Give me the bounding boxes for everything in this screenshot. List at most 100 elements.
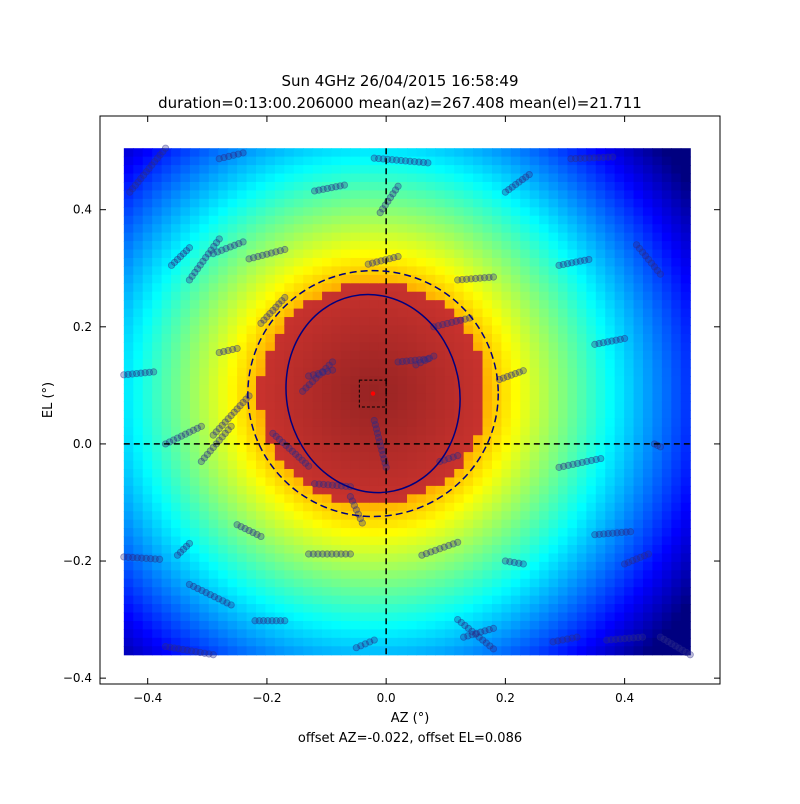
heatmap-cell xyxy=(237,570,248,580)
heatmap-cell xyxy=(199,173,210,183)
heatmap-cell xyxy=(510,612,521,622)
heatmap-cell xyxy=(558,224,569,234)
heatmap-cell xyxy=(548,435,559,445)
heatmap-cell xyxy=(133,536,144,546)
heatmap-cell xyxy=(180,435,191,445)
heatmap-cell xyxy=(642,578,654,588)
heatmap-cell xyxy=(661,604,672,614)
heatmap-cell xyxy=(463,494,474,504)
heatmap-cell xyxy=(171,511,182,521)
heatmap-cell xyxy=(284,173,295,183)
heatmap-cell xyxy=(642,409,654,419)
heatmap-cell xyxy=(407,544,418,555)
heatmap-cell xyxy=(435,435,446,445)
heatmap-cell xyxy=(265,257,276,267)
heatmap-cell xyxy=(576,317,587,327)
heatmap-cell xyxy=(605,426,616,436)
heatmap-cell xyxy=(416,308,427,318)
heatmap-cell xyxy=(133,502,144,512)
heatmap-cell xyxy=(642,249,654,259)
heatmap-cell xyxy=(548,570,559,580)
heatmap-cell xyxy=(189,274,200,284)
heatmap-cell xyxy=(227,274,238,284)
heatmap-cell xyxy=(454,274,465,284)
chart-title-line1: Sun 4GHz 26/04/2015 16:58:49 xyxy=(282,72,519,90)
heatmap-cell xyxy=(633,477,644,487)
heatmap-cell xyxy=(482,376,493,386)
heatmap-cell xyxy=(425,409,436,419)
heatmap-cell xyxy=(548,544,559,555)
heatmap-cell xyxy=(237,426,248,436)
heatmap-cell xyxy=(463,198,474,208)
heatmap-cell xyxy=(227,477,238,487)
heatmap-cell xyxy=(529,173,540,183)
heatmap-cell xyxy=(444,587,455,597)
heatmap-cell xyxy=(614,393,625,403)
heatmap-cell xyxy=(180,468,191,479)
scan-point xyxy=(309,377,317,386)
scan-point xyxy=(255,617,263,625)
scan-point xyxy=(207,246,215,254)
scan-point xyxy=(503,372,511,381)
heatmap-cell xyxy=(171,207,182,217)
heatmap-cell xyxy=(359,620,370,630)
heatmap-cell xyxy=(237,502,248,512)
heatmap-cell xyxy=(312,595,323,605)
heatmap-cell xyxy=(652,342,663,352)
scan-point xyxy=(332,550,341,558)
heatmap-cell xyxy=(350,426,361,436)
heatmap-cell xyxy=(501,468,512,479)
y-tick-label: 0.4 xyxy=(73,203,92,217)
heatmap-cell xyxy=(595,418,606,428)
heatmap-cell xyxy=(322,570,333,580)
heatmap-cell xyxy=(293,224,304,234)
heatmap-cell xyxy=(558,646,569,656)
heatmap-cell xyxy=(369,156,380,166)
heatmap-cell xyxy=(586,165,597,175)
heatmap-cell xyxy=(661,198,672,208)
heatmap-cell xyxy=(407,342,418,352)
scan-point xyxy=(675,644,683,652)
heatmap-cell xyxy=(605,224,616,234)
heatmap-cell xyxy=(520,266,531,276)
heatmap-cell xyxy=(199,443,210,453)
heatmap-cell xyxy=(548,224,559,234)
heatmap-cell xyxy=(378,511,389,521)
heatmap-cell xyxy=(624,528,635,538)
heatmap-cell xyxy=(407,156,418,166)
heatmap-cell xyxy=(642,333,654,343)
heatmap-cell xyxy=(425,393,436,403)
heatmap-cell xyxy=(397,536,408,546)
heatmap-cell xyxy=(199,393,210,403)
scan-point xyxy=(621,560,629,568)
heatmap-cell xyxy=(359,300,370,310)
scan-point xyxy=(398,357,406,366)
heatmap-cell xyxy=(180,409,191,419)
heatmap-cell xyxy=(350,333,361,343)
heatmap-cell xyxy=(463,308,474,318)
heatmap-cell xyxy=(595,350,606,360)
heatmap-cell xyxy=(255,266,267,276)
scan-point xyxy=(401,157,410,165)
heatmap-cell xyxy=(312,274,323,284)
scan-point xyxy=(386,193,395,202)
heatmap-cell xyxy=(510,181,521,192)
heatmap-cell xyxy=(491,257,503,267)
heatmap-cell xyxy=(463,604,474,614)
scan-point xyxy=(477,628,485,636)
heatmap-cell xyxy=(369,604,380,614)
heatmap-cell xyxy=(246,190,257,200)
heatmap-cell xyxy=(199,257,210,267)
heatmap-cell xyxy=(237,612,248,622)
heatmap-cell xyxy=(388,291,399,301)
scan-point xyxy=(318,550,327,558)
heatmap-cell xyxy=(265,435,276,445)
heatmap-cell xyxy=(576,384,587,394)
heatmap-cell xyxy=(142,274,153,284)
heatmap-cell xyxy=(482,384,493,394)
scan-point xyxy=(309,550,317,558)
heatmap-cell xyxy=(388,477,399,487)
heatmap-cell xyxy=(218,511,229,521)
heatmap-cell xyxy=(520,452,531,462)
heatmap-cell xyxy=(520,409,531,419)
